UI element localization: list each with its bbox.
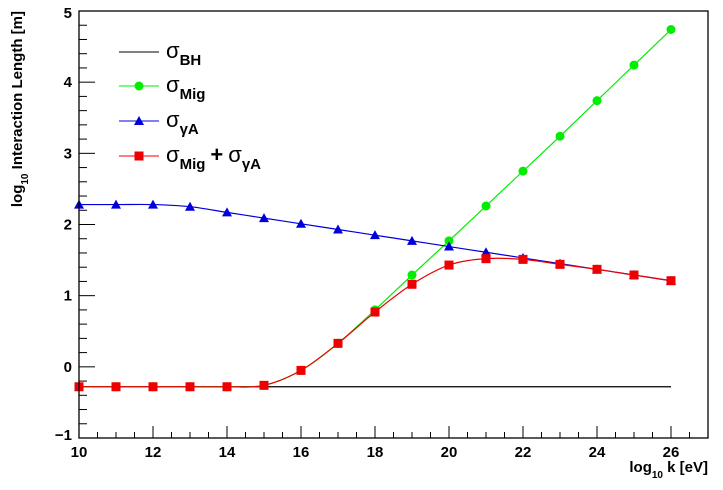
legend-entry-sum: σMig + σγA xyxy=(119,142,261,173)
data-point-mig xyxy=(481,201,491,211)
x-tick-label: 14 xyxy=(219,444,236,461)
data-point-sum xyxy=(296,365,306,375)
y-tick-label: 4 xyxy=(64,74,73,91)
data-point-ga xyxy=(185,201,195,211)
data-point-mig xyxy=(629,60,639,70)
y-tick-label: 1 xyxy=(64,288,72,305)
data-point-sum xyxy=(370,307,380,317)
legend-entry-ga: σγA xyxy=(119,107,199,138)
legend-entry-mig: σMig xyxy=(119,72,205,103)
data-point-sum xyxy=(259,380,269,390)
data-point-ga xyxy=(333,224,343,234)
data-point-mig xyxy=(407,270,417,280)
data-point-sum xyxy=(222,382,232,392)
data-point-sum xyxy=(333,338,343,348)
data-point-ga xyxy=(222,207,232,217)
data-point-sum xyxy=(592,264,602,274)
data-point-ga xyxy=(407,235,417,245)
y-tick-label: 3 xyxy=(64,145,72,162)
series-line-sum xyxy=(79,257,672,388)
x-tick-label: 18 xyxy=(367,444,384,461)
data-point-ga xyxy=(370,230,380,240)
data-point-ga xyxy=(296,218,306,228)
data-point-sum xyxy=(666,276,676,286)
y-tick-label: 0 xyxy=(64,359,72,376)
svg-text:σMig: σMig xyxy=(166,72,205,103)
data-point-mig xyxy=(444,236,454,246)
x-tick-label: 22 xyxy=(515,444,532,461)
legend: σBH σMig σγA σMig + σγA xyxy=(119,38,261,173)
data-point-sum xyxy=(481,254,491,264)
data-point-mig xyxy=(592,96,602,106)
data-point-sum xyxy=(185,382,195,392)
x-tick-label: 16 xyxy=(293,444,310,461)
data-point-ga xyxy=(481,247,491,257)
data-point-sum xyxy=(629,270,639,280)
x-tick-label: 20 xyxy=(441,444,458,461)
data-point-sum xyxy=(518,254,528,264)
data-point-sum xyxy=(407,279,417,289)
svg-text:σγA: σγA xyxy=(166,107,199,138)
svg-text:σBH: σBH xyxy=(166,38,201,69)
data-point-mig xyxy=(666,25,676,35)
x-tick-label: 12 xyxy=(145,444,162,461)
svg-text:σMig+σγA: σMig + σγA xyxy=(166,142,261,173)
x-tick-label: 26 xyxy=(663,444,680,461)
x-axis-title: log10 k [eV] xyxy=(629,459,708,481)
data-point-sum xyxy=(444,260,454,270)
data-point-mig xyxy=(518,166,528,176)
data-point-ga xyxy=(259,213,269,223)
data-point-sum xyxy=(111,382,121,392)
data-point-sum xyxy=(148,382,158,392)
series-line-ga xyxy=(78,203,672,282)
data-point-mig xyxy=(555,131,565,141)
y-tick-label: −1 xyxy=(55,427,72,444)
y-tick-label: 5 xyxy=(64,5,72,22)
data-point-ga xyxy=(444,241,454,251)
x-tick-label: 10 xyxy=(71,444,88,461)
y-tick-label: 2 xyxy=(64,217,72,234)
data-point-sum xyxy=(555,259,565,269)
x-tick-label: 24 xyxy=(589,444,606,461)
y-axis-title: log10 Interaction Length [m] xyxy=(9,11,31,207)
data-point-ga xyxy=(111,199,121,209)
legend-entry-bh: σBH xyxy=(119,38,201,69)
data-point-ga xyxy=(148,199,158,209)
